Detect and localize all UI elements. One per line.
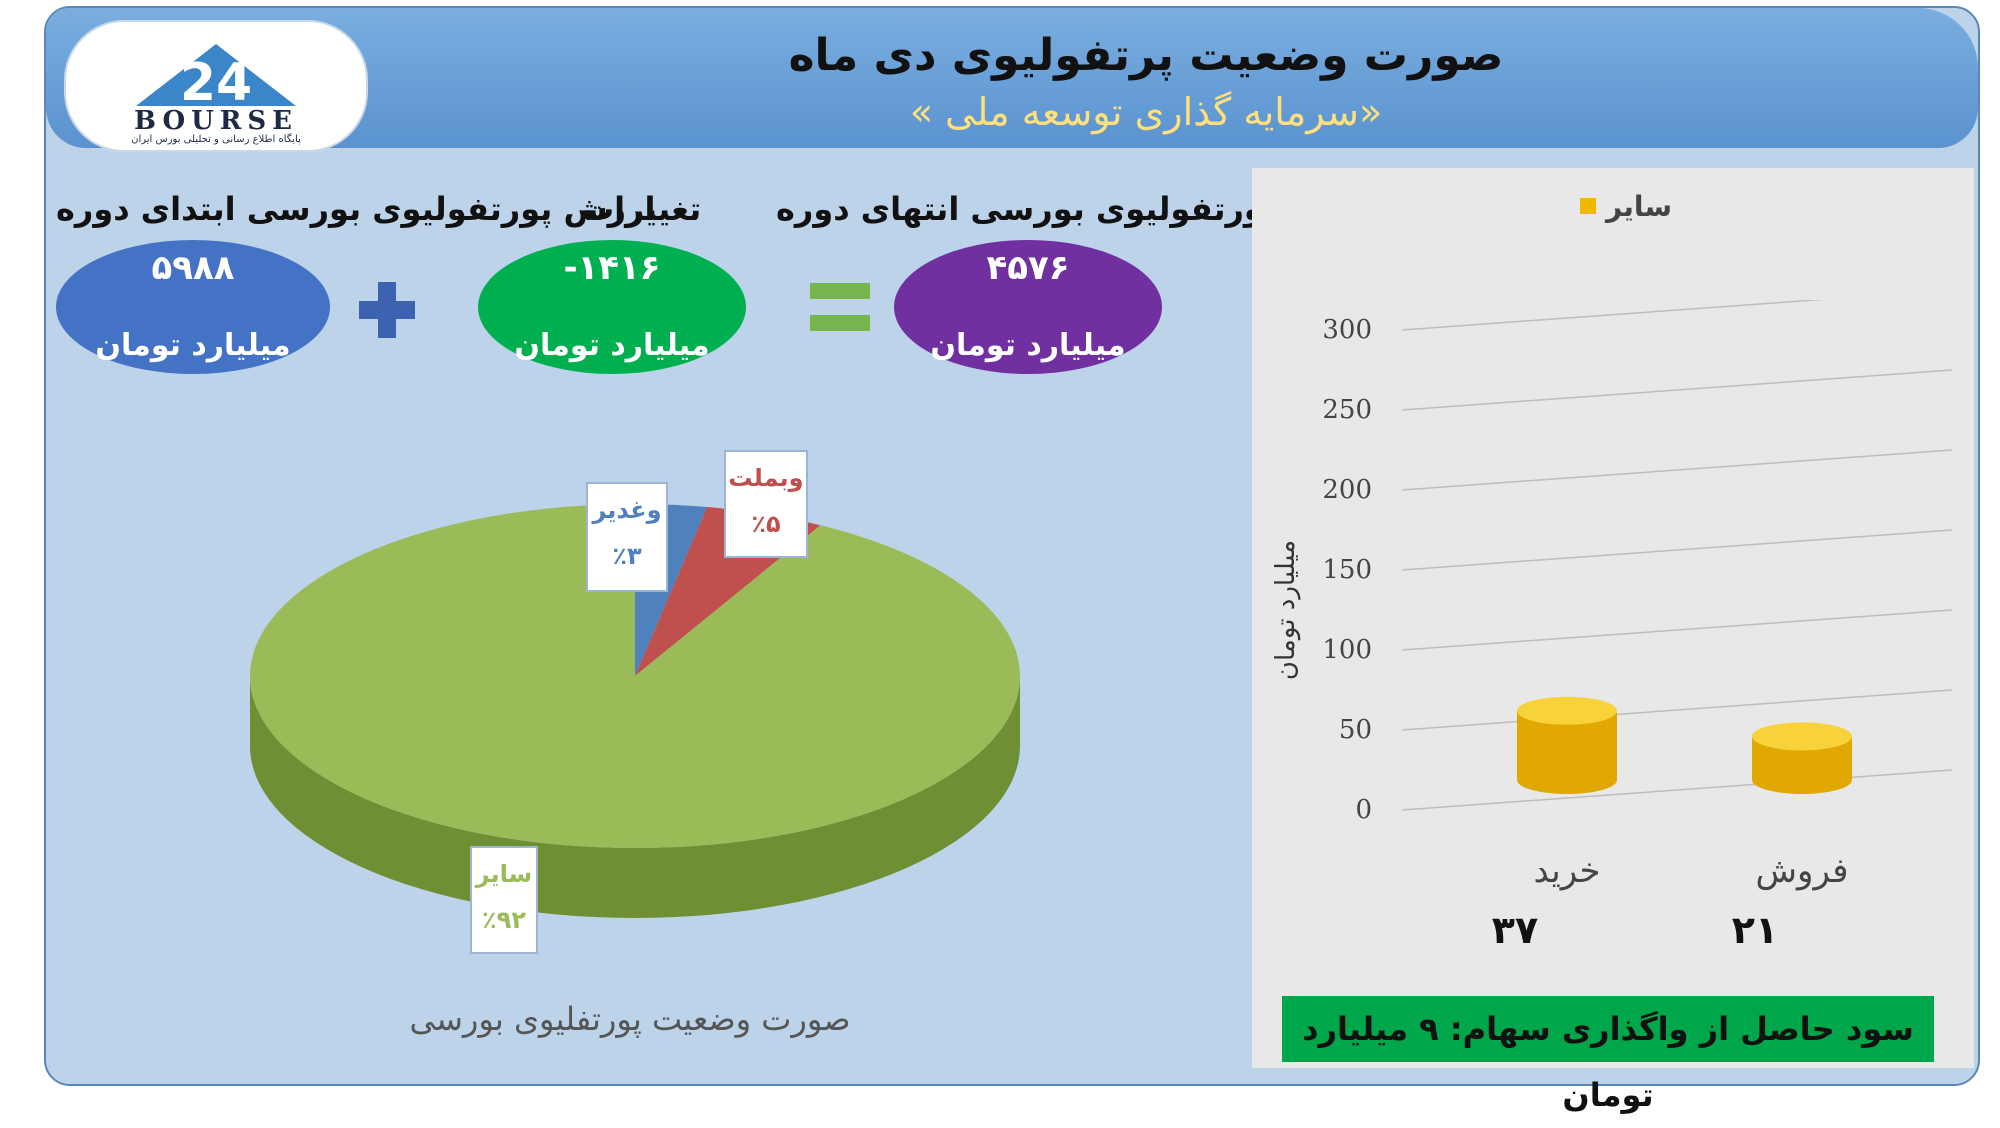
gridline bbox=[1401, 369, 1953, 411]
x-category-label: فروش bbox=[1756, 851, 1849, 891]
y-tick-label: 250 bbox=[1322, 395, 1372, 425]
y-tick-label: 200 bbox=[1322, 475, 1372, 505]
equals-icon bbox=[810, 283, 870, 299]
pie-caption: صورت وضعیت پورتفلیوی بورسی bbox=[409, 1000, 851, 1038]
equals-icon-bar bbox=[810, 315, 870, 331]
gridline bbox=[1401, 689, 1953, 731]
bar-0 bbox=[1517, 710, 1617, 794]
svg-text:24: 24 bbox=[180, 53, 252, 112]
y-axis-label: میلیارد تومان bbox=[1271, 540, 1301, 680]
logo-text: BOURSE bbox=[134, 106, 298, 136]
x-category-label: خرید bbox=[1533, 851, 1600, 891]
start-value-oval: ۵۹۸۸ میلیارد تومان bbox=[56, 240, 330, 374]
bar-1 bbox=[1752, 736, 1852, 794]
header-banner bbox=[46, 8, 1978, 148]
pie-side bbox=[250, 676, 1020, 918]
y-tick-label: 300 bbox=[1322, 315, 1372, 345]
start-value-label: ارزش پورتفولیوی بورسی ابتدای دوره bbox=[56, 190, 656, 228]
pie-label-other-pct: ٪۹۲ bbox=[482, 906, 526, 934]
pie-label-vghadir-name: وغدیر bbox=[592, 496, 662, 524]
gridline bbox=[1401, 609, 1953, 651]
gridline bbox=[1401, 529, 1953, 571]
change-label: تغییرات bbox=[582, 190, 702, 228]
start-unit: میلیارد تومان bbox=[95, 328, 291, 363]
end-unit: میلیارد تومان bbox=[930, 328, 1126, 363]
change-value-oval: -۱۴۱۶ میلیارد تومان bbox=[478, 240, 746, 374]
plus-icon-bar bbox=[359, 301, 415, 319]
gridline bbox=[1401, 769, 1953, 811]
bar-chart-panel bbox=[1252, 168, 1974, 1068]
pie-label-vbmellat-pct: ٪۵ bbox=[751, 510, 781, 538]
y-tick-label: 150 bbox=[1322, 555, 1372, 585]
pie-label-vghadir-pct: ٪۳ bbox=[612, 542, 642, 570]
gridline bbox=[1401, 449, 1953, 491]
bourse-logo: 24 BOURSE پایگاه اطلاع رسانی و تحلیلی بو… bbox=[64, 20, 368, 152]
y-tick-label: 100 bbox=[1322, 635, 1372, 665]
page-subtitle: «سرمایه گذاری توسعه ملی » bbox=[909, 90, 1383, 134]
pie-label-other: سایر ٪۹۲ bbox=[470, 846, 538, 954]
y-tick-label: 0 bbox=[1355, 795, 1372, 825]
pie-label-other-name: سایر bbox=[475, 860, 533, 888]
profit-note: سود حاصل از واگذاری سهام: ۹ میلیارد توما… bbox=[1282, 996, 1934, 1114]
legend-entry: سایر bbox=[1606, 190, 1672, 223]
bar-top-0 bbox=[1517, 696, 1617, 725]
bar-top-1 bbox=[1752, 722, 1852, 751]
logo-mark-icon: 24 bbox=[136, 44, 296, 112]
start-value: ۵۹۸۸ bbox=[151, 248, 235, 288]
end-value-oval: ۴۵۷۶ میلیارد تومان bbox=[894, 240, 1162, 374]
buy-sell-bar-chart: 0 50 100 150 200 250 300 میلیارد تومان خرید فروش bbox=[1271, 300, 1953, 891]
gridline bbox=[1401, 300, 1825, 331]
pie-label-vghadir: وغدیر ٪۳ bbox=[586, 482, 668, 592]
change-value: -۱۴۱۶ bbox=[563, 248, 661, 288]
change-unit: میلیارد تومان bbox=[514, 328, 710, 363]
page-title: صورت وضعیت پرتفولیوی دی ماه bbox=[788, 30, 1504, 81]
pie-label-vbmellat-name: وبملت bbox=[728, 464, 804, 492]
bar-value-sell: ۲۱ bbox=[1731, 908, 1779, 952]
logo-tagline: پایگاه اطلاع رسانی و تحلیلی بورس ایران bbox=[131, 134, 301, 145]
legend-swatch bbox=[1580, 198, 1596, 214]
end-value: ۴۵۷۶ bbox=[986, 248, 1070, 288]
pie-slice-2 bbox=[249, 504, 1020, 848]
bar-value-buy: ۳۷ bbox=[1491, 908, 1539, 952]
pie-label-vbmellat: وبملت ٪۵ bbox=[724, 450, 808, 558]
y-tick-label: 50 bbox=[1339, 715, 1372, 745]
